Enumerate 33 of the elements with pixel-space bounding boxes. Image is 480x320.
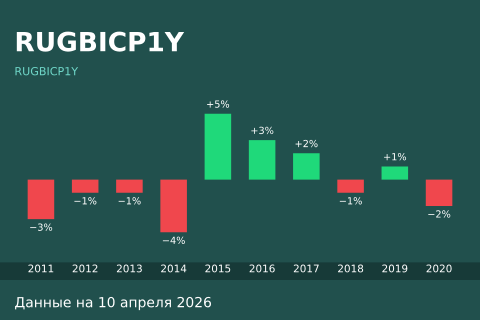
x-tick-label: 2012 bbox=[72, 264, 98, 272]
x-tick-label: 2019 bbox=[382, 264, 408, 272]
x-tick-label: 2016 bbox=[250, 264, 275, 272]
data-label: −1% bbox=[340, 197, 362, 204]
x-tick-label: 2018 bbox=[338, 264, 364, 272]
chart-title: RUGBICP1Y bbox=[16, 32, 184, 52]
data-label: +5% bbox=[207, 100, 230, 108]
bar bbox=[160, 180, 187, 232]
bar bbox=[28, 180, 54, 220]
bar bbox=[72, 180, 98, 193]
x-tick-label: 2011 bbox=[28, 264, 54, 272]
chart-subtitle: RUGBICP1Y bbox=[15, 66, 78, 76]
x-tick-label: 2013 bbox=[116, 264, 142, 272]
bar bbox=[426, 180, 452, 206]
bar bbox=[248, 140, 276, 180]
data-label: +2% bbox=[296, 140, 318, 148]
data-label: −2% bbox=[428, 210, 450, 218]
data-label: +3% bbox=[251, 126, 274, 134]
bar bbox=[116, 180, 143, 193]
data-label: −1% bbox=[74, 197, 96, 204]
text: Данные на 10 апреля 2026 bbox=[15, 296, 212, 310]
data-label: −1% bbox=[118, 197, 141, 204]
data-label: +1% bbox=[384, 153, 406, 160]
x-tick-label: 2014 bbox=[161, 264, 186, 272]
x-tick-label: 2017 bbox=[294, 264, 319, 272]
x-tick-label: 2015 bbox=[205, 264, 230, 272]
bar bbox=[293, 153, 320, 180]
bar bbox=[382, 166, 408, 180]
bar bbox=[337, 180, 364, 193]
data-label: −3% bbox=[30, 223, 52, 231]
data-label: −4% bbox=[162, 236, 185, 244]
bar bbox=[204, 114, 232, 180]
x-tick-label: 2020 bbox=[426, 264, 452, 272]
